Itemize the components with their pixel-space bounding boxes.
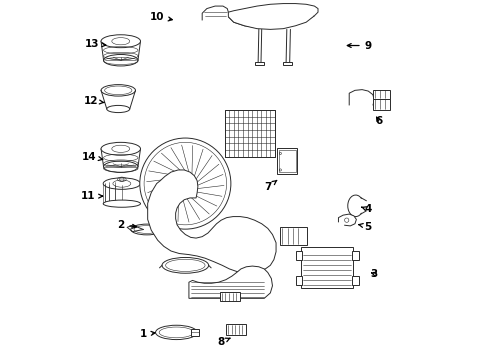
Ellipse shape (103, 200, 140, 207)
Ellipse shape (101, 85, 135, 96)
Ellipse shape (101, 142, 140, 155)
Bar (277, 148, 297, 174)
Bar (255, 62, 264, 65)
Ellipse shape (103, 54, 138, 66)
Text: 5: 5 (358, 222, 371, 231)
Text: 7: 7 (264, 180, 276, 192)
Bar (278, 150, 295, 172)
Text: 3: 3 (370, 269, 377, 279)
Ellipse shape (103, 161, 138, 172)
Bar (372, 90, 389, 99)
Text: 11: 11 (81, 191, 102, 201)
Bar (220, 292, 239, 301)
Polygon shape (228, 16, 314, 30)
Circle shape (140, 138, 230, 229)
Text: 6: 6 (375, 116, 382, 126)
Text: 2: 2 (117, 220, 136, 230)
Bar (190, 329, 198, 336)
Text: 14: 14 (82, 152, 102, 162)
Bar (301, 247, 352, 288)
Bar (295, 251, 302, 260)
Bar (372, 99, 389, 110)
Bar (225, 324, 245, 335)
Text: 8: 8 (217, 337, 230, 347)
Bar (279, 227, 306, 244)
Polygon shape (338, 214, 356, 226)
Text: 12: 12 (83, 96, 104, 106)
Ellipse shape (162, 257, 208, 273)
Bar (224, 110, 274, 157)
Bar (351, 276, 358, 285)
Text: 4: 4 (361, 204, 371, 215)
Ellipse shape (131, 224, 163, 235)
Text: 9: 9 (346, 41, 371, 50)
Bar (295, 276, 302, 285)
Bar (351, 251, 358, 260)
Ellipse shape (106, 105, 129, 113)
Text: 1: 1 (140, 329, 155, 339)
Polygon shape (348, 90, 373, 105)
Ellipse shape (103, 178, 140, 189)
Polygon shape (188, 266, 272, 298)
Bar (283, 62, 292, 65)
Text: 10: 10 (149, 12, 172, 22)
Polygon shape (147, 170, 276, 273)
Polygon shape (228, 4, 317, 28)
Polygon shape (202, 6, 228, 21)
Text: 13: 13 (84, 39, 106, 49)
Ellipse shape (101, 35, 140, 48)
Ellipse shape (155, 325, 197, 339)
